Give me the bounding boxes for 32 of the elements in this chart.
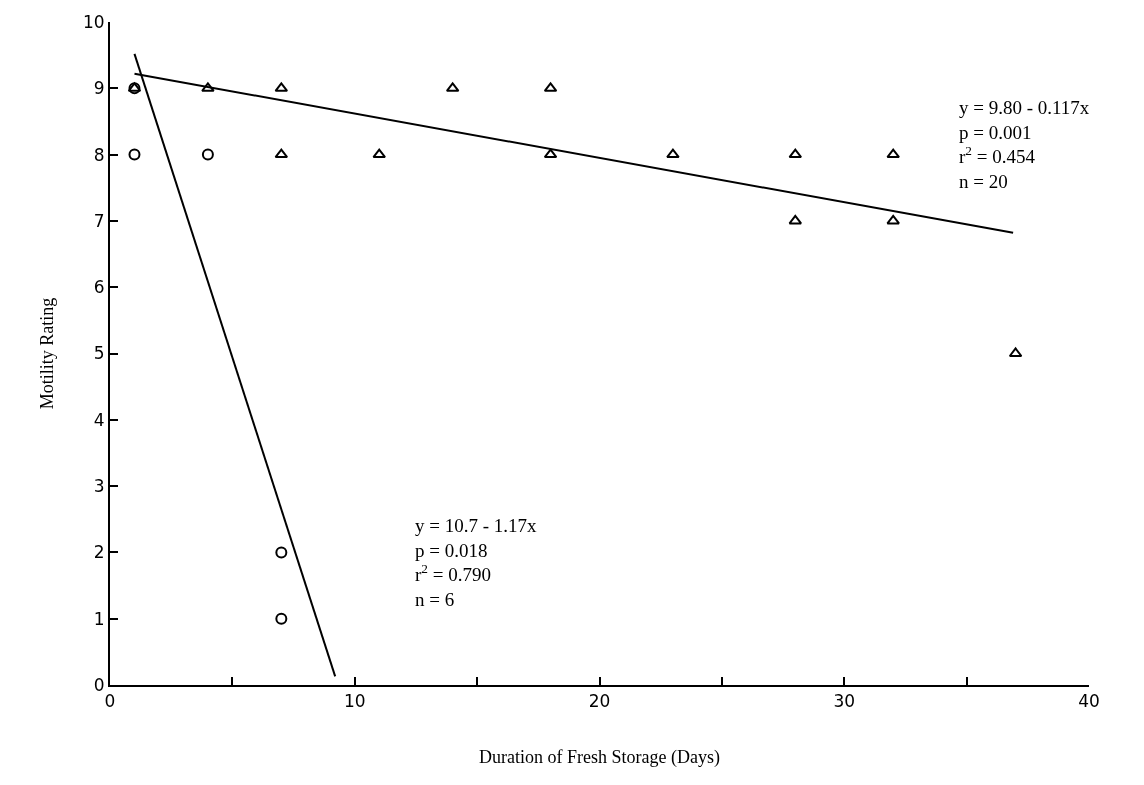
point: [886, 214, 900, 225]
point: [788, 214, 803, 225]
y-tick-label: 1: [93, 608, 105, 629]
x-axis-title: Duration of Fresh Storage (Days): [479, 747, 720, 768]
y-tick-label: 0: [93, 674, 105, 695]
y-tick-label: 9: [93, 78, 105, 99]
annotation: y = 10.7 - 1.17x p = 0.018 r$^{2}$ = 0.790 n = 6: [415, 515, 538, 611]
y-tick-label: 2: [93, 542, 105, 563]
point: [372, 148, 386, 159]
point: [788, 148, 803, 159]
x-tick-label: 40: [1078, 691, 1100, 712]
annotation: y = 9.80 - 0.117x p = 0.001 r$^{2}$ = 0.454 n = 20: [959, 97, 1090, 193]
y-tick-label: 6: [93, 277, 105, 298]
point: [201, 148, 214, 161]
point: [128, 148, 141, 161]
point: [275, 546, 288, 559]
y-tick-label: 5: [93, 343, 105, 364]
point: [666, 148, 680, 159]
y-tick-label: 7: [93, 210, 105, 231]
point: [274, 148, 289, 159]
x-tick-label: 10: [343, 691, 366, 712]
x-tick-label: 20: [588, 691, 611, 712]
y-tick-label: 10: [82, 11, 105, 32]
y-tick-label: 3: [93, 476, 105, 497]
x-tick-label: 30: [833, 691, 856, 712]
y-tick-label: 4: [93, 409, 105, 430]
point: [201, 82, 215, 92]
point: [543, 148, 558, 159]
point: [886, 148, 900, 159]
point: [275, 612, 288, 625]
y-tick-label: 8: [93, 144, 105, 165]
y-axis-title: Motility Rating: [36, 297, 57, 410]
